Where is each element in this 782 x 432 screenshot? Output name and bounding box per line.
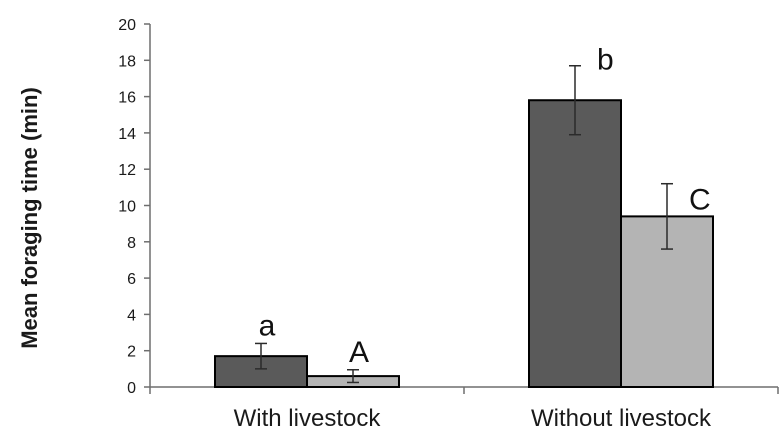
significance-label: b (597, 44, 614, 77)
x-category-label: With livestock (234, 405, 382, 432)
x-category-label: Without livestock (531, 405, 712, 432)
y-tick-label: 18 (118, 53, 136, 70)
y-tick-label: 14 (118, 126, 136, 143)
y-tick-label: 0 (127, 380, 136, 397)
bars (214, 99, 714, 388)
y-tick-label: 2 (127, 344, 136, 361)
y-tick-label: 12 (118, 162, 136, 179)
y-tick-label: 20 (118, 17, 136, 34)
y-axis-ticks: 0 2 4 6 8 10 12 14 16 18 20 (118, 17, 150, 397)
significance-label: a (259, 309, 276, 342)
y-tick-label: 6 (127, 271, 136, 288)
significance-label: C (689, 184, 711, 217)
error-bars (255, 64, 673, 384)
y-tick-label: 8 (127, 235, 136, 252)
bar-annotations: a Ab C (259, 44, 711, 369)
bar (528, 99, 622, 388)
y-axis-title: Mean foraging time (min) (17, 87, 42, 349)
y-tick-label: 4 (127, 307, 136, 324)
y-tick-label: 16 (118, 90, 136, 107)
y-tick-label: 10 (118, 199, 136, 216)
significance-label: A (349, 336, 369, 369)
bar (214, 355, 308, 388)
x-axis-category-labels: With livestock Without livestock (234, 405, 712, 432)
